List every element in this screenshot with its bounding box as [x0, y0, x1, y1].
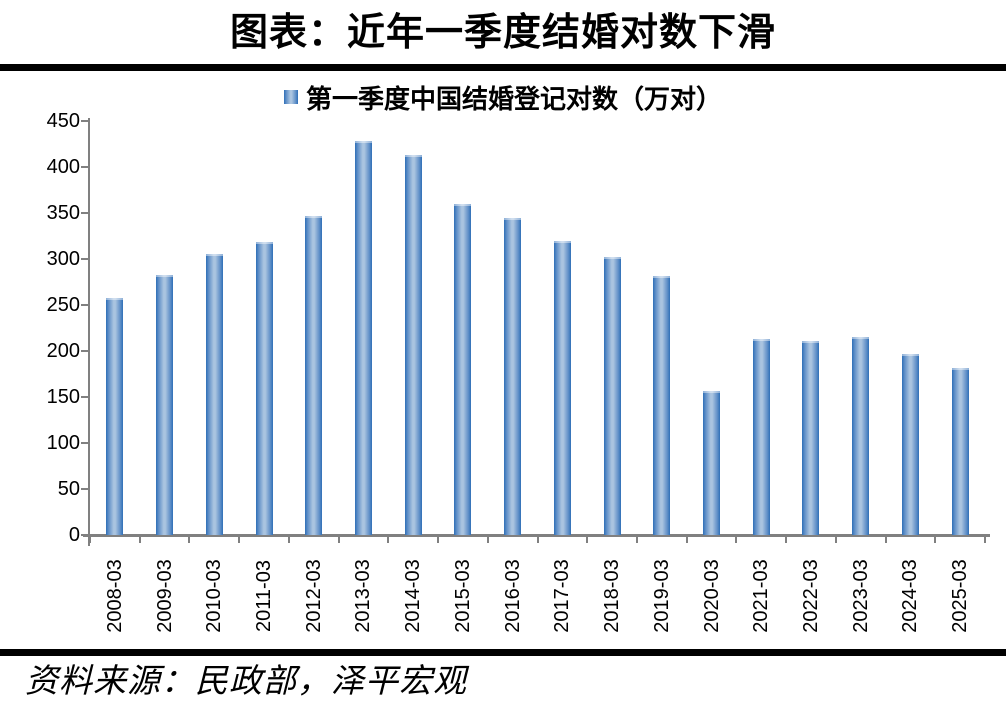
- x-tick-mark: [884, 535, 887, 543]
- legend: 第一季度中国结婚登记对数（万对）: [0, 84, 1006, 115]
- legend-label: 第一季度中国结婚登记对数（万对）: [305, 84, 722, 115]
- x-tick-mark: [287, 535, 290, 543]
- bar: [852, 337, 870, 535]
- x-tick-label: 2011-03: [253, 560, 276, 632]
- y-tick-label: 450: [46, 110, 80, 132]
- y-tick-mark: [81, 166, 88, 168]
- x-tick-mark: [238, 535, 241, 543]
- x-tick-mark: [536, 535, 539, 543]
- x-tick-label: 2022-03: [799, 559, 822, 633]
- y-tick-label: 150: [46, 386, 80, 408]
- y-tick-mark: [81, 258, 88, 260]
- bar: [106, 298, 124, 535]
- bar: [404, 155, 422, 535]
- bar: [653, 276, 671, 535]
- y-tick-label: 400: [46, 156, 80, 178]
- x-tick-mark: [934, 535, 937, 543]
- y-axis-line: [88, 118, 90, 546]
- y-tick-label: 50: [57, 478, 80, 500]
- source-note: 资料来源：民政部，泽平宏观: [25, 661, 467, 700]
- x-tick-mark: [89, 535, 91, 543]
- x-tick-label: 2023-03: [849, 559, 872, 633]
- bar: [553, 241, 571, 535]
- x-tick-label: 2021-03: [750, 559, 773, 633]
- x-tick-label: 2025-03: [949, 559, 972, 633]
- x-tick-label: 2010-03: [203, 559, 226, 633]
- bar: [603, 257, 621, 535]
- y-tick-mark: [81, 534, 88, 536]
- top-divider-rule: [0, 64, 1006, 71]
- x-tick-label: 2018-03: [601, 559, 624, 633]
- x-tick-mark: [437, 535, 440, 543]
- bar: [504, 218, 522, 535]
- x-tick-label: 2017-03: [551, 559, 574, 633]
- x-tick-label: 2019-03: [650, 559, 673, 633]
- x-tick-label: 2014-03: [402, 559, 425, 633]
- x-tick-label: 2012-03: [302, 559, 325, 633]
- x-tick-mark: [387, 535, 390, 543]
- bar: [752, 339, 770, 535]
- x-tick-mark: [735, 535, 738, 543]
- x-tick-mark: [586, 535, 589, 543]
- y-tick-mark: [81, 304, 88, 306]
- x-tick-label: 2016-03: [501, 559, 524, 633]
- bottom-divider-rule: [0, 649, 1006, 656]
- y-tick-label: 300: [46, 248, 80, 270]
- y-tick-label: 0: [68, 524, 80, 546]
- y-tick-mark: [81, 488, 88, 490]
- y-tick-mark: [81, 212, 88, 214]
- bar: [901, 354, 919, 535]
- y-tick-label: 200: [46, 340, 80, 362]
- x-tick-label: 2024-03: [899, 559, 922, 633]
- bar: [156, 275, 174, 535]
- y-tick-label: 350: [46, 202, 80, 224]
- x-tick-mark: [785, 535, 788, 543]
- y-tick-mark: [81, 120, 88, 122]
- bar: [951, 368, 969, 535]
- x-tick-label: 2009-03: [153, 559, 176, 633]
- x-tick-label: 2008-03: [103, 559, 126, 633]
- bar: [205, 254, 223, 535]
- bar: [703, 391, 721, 535]
- x-tick-label: 2015-03: [451, 559, 474, 633]
- bar: [802, 341, 820, 535]
- y-tick-mark: [81, 396, 88, 398]
- x-tick-mark: [834, 535, 837, 543]
- bar: [305, 216, 323, 535]
- bar: [255, 242, 273, 535]
- x-tick-mark: [984, 535, 986, 543]
- x-tick-mark: [138, 535, 141, 543]
- y-tick-mark: [81, 442, 88, 444]
- y-tick-mark: [81, 350, 88, 352]
- x-tick-mark: [188, 535, 191, 543]
- x-tick-mark: [635, 535, 638, 543]
- x-tick-mark: [486, 535, 489, 543]
- x-tick-label: 2020-03: [700, 559, 723, 633]
- x-tick-mark: [337, 535, 340, 543]
- bar: [354, 141, 372, 535]
- y-tick-label: 100: [46, 432, 80, 454]
- x-tick-mark: [685, 535, 688, 543]
- legend-marker-icon: [283, 90, 298, 104]
- chart-title: 图表：近年一季度结婚对数下滑: [229, 9, 776, 54]
- x-tick-label: 2013-03: [352, 559, 375, 633]
- bar: [454, 204, 472, 535]
- y-tick-label: 250: [46, 294, 80, 316]
